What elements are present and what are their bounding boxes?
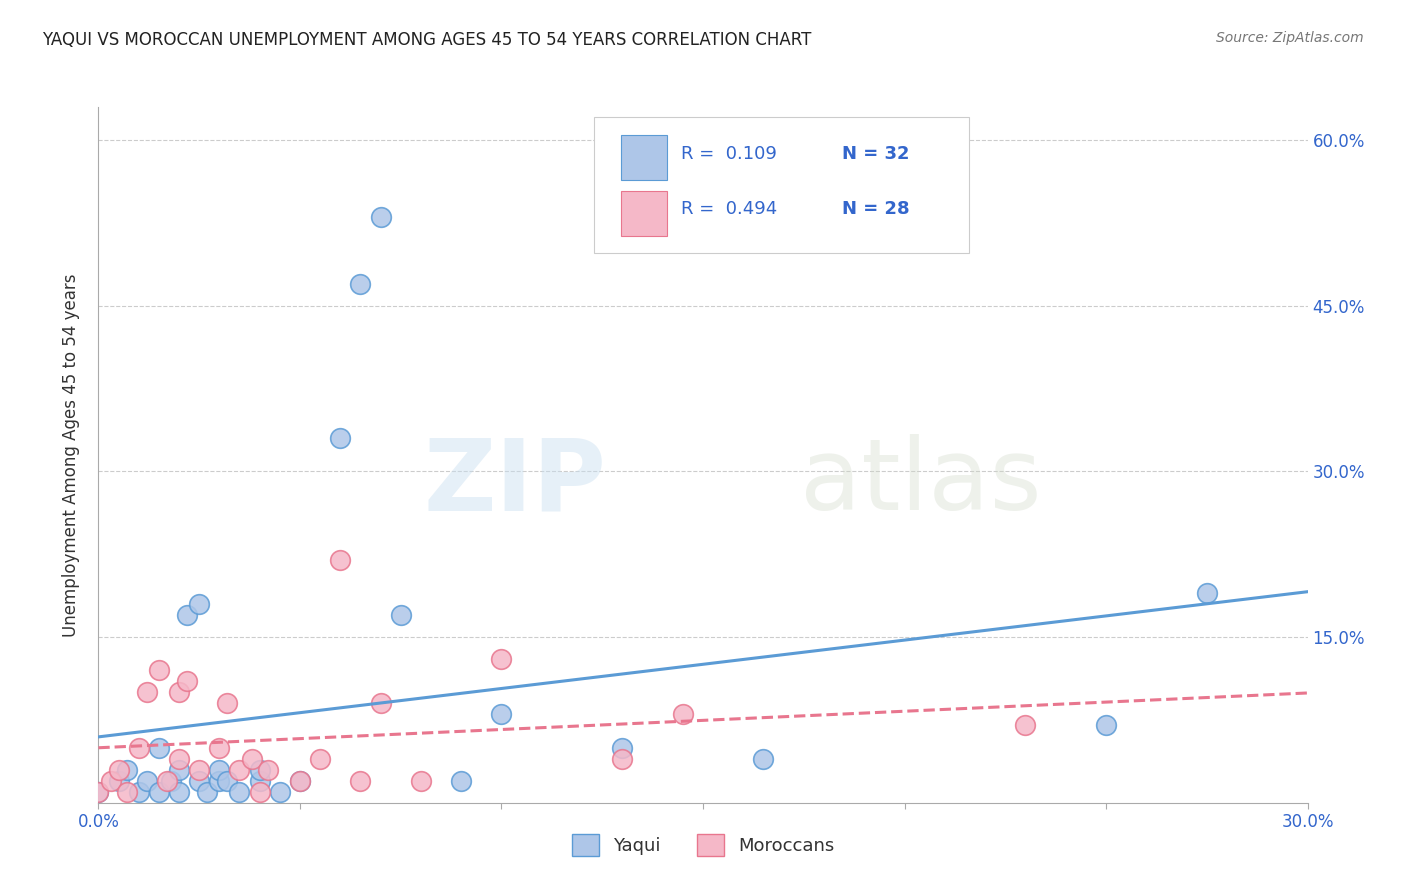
Text: ZIP: ZIP [423,434,606,532]
Point [349,277,371,291]
Point [612,751,634,765]
Point [167,685,190,699]
Point [269,785,291,799]
Point [160,773,183,788]
Point [176,674,198,689]
Text: R =  0.494: R = 0.494 [682,201,778,219]
Point [128,740,150,755]
Point [309,751,332,765]
Point [217,773,239,788]
Point [87,785,110,799]
Text: atlas: atlas [800,434,1042,532]
FancyBboxPatch shape [621,135,666,180]
Point [115,785,138,799]
Point [612,740,634,755]
Point [135,773,157,788]
Point [288,773,311,788]
Point [370,697,392,711]
Point [148,740,170,755]
Point [228,763,250,777]
Point [217,697,239,711]
Point [450,773,472,788]
Point [1095,718,1118,732]
Point [128,785,150,799]
Point [349,773,371,788]
Point [1195,586,1218,600]
Point [87,785,110,799]
Point [208,763,231,777]
Point [491,707,513,722]
Text: N = 28: N = 28 [842,201,910,219]
Text: Source: ZipAtlas.com: Source: ZipAtlas.com [1216,31,1364,45]
FancyBboxPatch shape [621,191,666,235]
Point [188,763,211,777]
Point [148,663,170,677]
Point [195,785,218,799]
Point [249,773,271,788]
FancyBboxPatch shape [595,118,969,253]
Point [208,773,231,788]
Point [329,431,352,445]
Point [228,785,250,799]
Point [249,763,271,777]
Y-axis label: Unemployment Among Ages 45 to 54 years: Unemployment Among Ages 45 to 54 years [62,273,80,637]
Point [389,608,412,623]
Point [256,763,278,777]
Point [167,751,190,765]
Point [1014,718,1036,732]
Point [167,785,190,799]
Point [176,608,198,623]
Point [249,785,271,799]
Point [329,553,352,567]
Point [752,751,775,765]
Point [288,773,311,788]
Text: R =  0.109: R = 0.109 [682,145,778,162]
Point [156,773,179,788]
Point [409,773,432,788]
Point [135,685,157,699]
Point [167,763,190,777]
Point [188,597,211,611]
Point [240,751,263,765]
Point [107,763,129,777]
Text: N = 32: N = 32 [842,145,910,162]
Point [188,773,211,788]
Point [100,773,122,788]
Point [208,740,231,755]
Point [148,785,170,799]
Point [672,707,695,722]
Point [370,211,392,225]
Legend: Yaqui, Moroccans: Yaqui, Moroccans [564,827,842,863]
Text: YAQUI VS MOROCCAN UNEMPLOYMENT AMONG AGES 45 TO 54 YEARS CORRELATION CHART: YAQUI VS MOROCCAN UNEMPLOYMENT AMONG AGE… [42,31,811,49]
Point [491,652,513,666]
Point [115,763,138,777]
Point [107,773,129,788]
